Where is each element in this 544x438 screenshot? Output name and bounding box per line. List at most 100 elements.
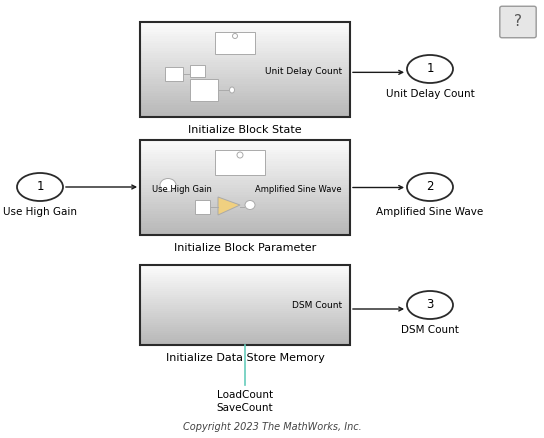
Bar [140, 29, 350, 32]
Bar [140, 77, 350, 79]
Bar [215, 32, 255, 54]
Bar [140, 309, 350, 311]
Bar [140, 86, 350, 88]
Bar [140, 27, 350, 29]
Ellipse shape [232, 33, 238, 39]
Bar [140, 166, 350, 169]
Bar [140, 62, 350, 65]
Text: Use High Gain: Use High Gain [3, 207, 77, 217]
Bar [140, 275, 350, 277]
FancyBboxPatch shape [500, 6, 536, 38]
Bar [140, 67, 350, 70]
Bar [140, 331, 350, 333]
Bar [140, 273, 350, 275]
Bar [140, 333, 350, 335]
Bar [140, 228, 350, 230]
Bar [140, 209, 350, 211]
Ellipse shape [245, 201, 255, 209]
Bar [140, 323, 350, 325]
Bar [140, 301, 350, 303]
Bar [140, 88, 350, 91]
Bar [140, 197, 350, 199]
Bar [190, 79, 218, 101]
Bar [140, 325, 350, 327]
Bar [140, 171, 350, 173]
Polygon shape [218, 197, 240, 215]
Bar [140, 176, 350, 178]
Bar [140, 183, 350, 185]
Bar [140, 58, 350, 60]
Bar [140, 169, 350, 171]
Bar [140, 335, 350, 337]
Bar [140, 22, 350, 25]
Bar [140, 219, 350, 221]
Bar [140, 53, 350, 55]
Text: Use High Gain: Use High Gain [152, 185, 212, 194]
Bar [190, 65, 205, 77]
Bar [140, 287, 350, 289]
Text: Amplified Sine Wave: Amplified Sine Wave [255, 185, 342, 194]
Bar [140, 147, 350, 149]
Bar [140, 100, 350, 103]
Bar [140, 317, 350, 319]
Bar [140, 48, 350, 50]
Bar [140, 204, 350, 206]
Bar [140, 180, 350, 183]
Bar [140, 291, 350, 293]
Ellipse shape [237, 152, 243, 158]
Bar [140, 281, 350, 283]
Bar [140, 103, 350, 105]
Bar [140, 293, 350, 295]
Bar [140, 70, 350, 72]
Bar [140, 313, 350, 315]
Text: 3: 3 [426, 299, 434, 311]
Text: 1: 1 [426, 63, 434, 75]
Bar [140, 79, 350, 81]
Bar [140, 216, 350, 219]
Bar [140, 157, 350, 159]
Bar [140, 91, 350, 93]
Bar [140, 319, 350, 321]
Bar [140, 173, 350, 176]
Bar [140, 327, 350, 329]
Text: ?: ? [514, 14, 522, 29]
Text: 2: 2 [426, 180, 434, 194]
Bar [140, 277, 350, 279]
Bar [140, 339, 350, 341]
Text: DSM Count: DSM Count [292, 300, 342, 310]
Bar [140, 211, 350, 214]
Bar [140, 149, 350, 152]
Bar [140, 43, 350, 46]
Ellipse shape [407, 291, 453, 319]
Bar [140, 289, 350, 291]
Bar [140, 81, 350, 84]
Bar [140, 154, 350, 157]
Bar [140, 105, 350, 107]
Bar [140, 140, 350, 142]
Bar [140, 95, 350, 98]
Bar [140, 84, 350, 86]
Bar [140, 223, 350, 226]
Text: SaveCount: SaveCount [217, 403, 273, 413]
Bar [140, 305, 350, 307]
Bar [140, 321, 350, 323]
Bar [140, 142, 350, 145]
Bar [140, 152, 350, 154]
Ellipse shape [160, 179, 176, 191]
Bar [140, 185, 350, 187]
Ellipse shape [230, 87, 234, 93]
Text: Unit Delay Count: Unit Delay Count [386, 89, 474, 99]
Bar [140, 315, 350, 317]
Bar [140, 285, 350, 287]
Bar [140, 265, 350, 267]
Bar [140, 303, 350, 305]
Bar [140, 50, 350, 53]
Bar [140, 221, 350, 223]
Text: Initialize Block State: Initialize Block State [188, 125, 302, 135]
Bar [140, 41, 350, 43]
Bar [140, 271, 350, 273]
Bar [140, 115, 350, 117]
Bar [140, 194, 350, 197]
Bar [140, 297, 350, 299]
Bar [140, 202, 350, 204]
